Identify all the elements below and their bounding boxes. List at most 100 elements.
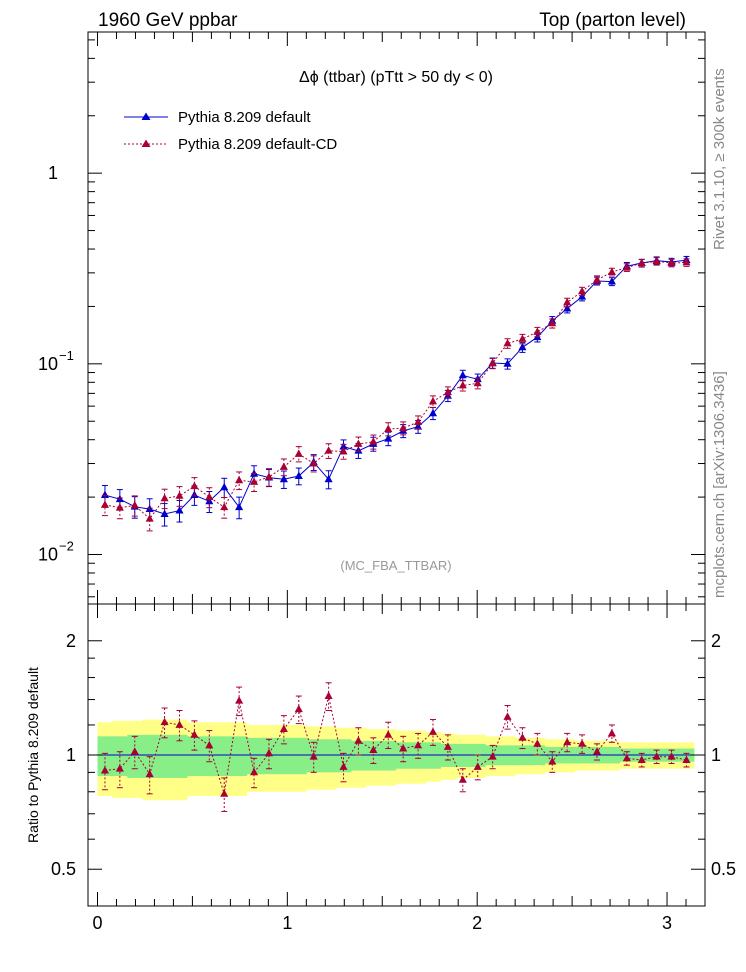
ratio-band-green bbox=[276, 737, 292, 775]
data-point-default bbox=[160, 509, 169, 517]
ratio-point-cd bbox=[548, 757, 557, 765]
ratio-band-green bbox=[380, 740, 397, 771]
ratio-y-tick-label: 1 bbox=[66, 745, 76, 765]
data-point-default bbox=[503, 359, 512, 367]
data-point-default bbox=[563, 304, 572, 312]
data-point-cd bbox=[324, 446, 333, 454]
data-point-cd bbox=[563, 297, 572, 306]
ratio-point-cd bbox=[473, 762, 482, 770]
data-point-cd bbox=[264, 472, 274, 480]
data-point-cd bbox=[592, 275, 602, 283]
data-point-cd bbox=[384, 424, 393, 432]
data-point-cd bbox=[652, 256, 661, 265]
data-point-cd bbox=[518, 334, 527, 342]
series-line-cd bbox=[104, 260, 687, 520]
ratio-band-green bbox=[216, 736, 233, 777]
data-point-cd bbox=[607, 267, 616, 275]
data-point-cd bbox=[145, 514, 154, 522]
data-point-cd bbox=[399, 423, 408, 432]
data-point-cd bbox=[190, 481, 199, 490]
data-point-cd bbox=[533, 327, 542, 335]
main-plot-marks bbox=[100, 255, 691, 532]
y-tick-label-exponent: −1 bbox=[59, 348, 74, 363]
ratio-point-cd bbox=[130, 747, 139, 755]
data-point-cd bbox=[369, 437, 378, 445]
data-point-default bbox=[607, 277, 616, 285]
main-axes: 10 −210 −11 bbox=[38, 32, 706, 604]
data-point-default bbox=[324, 474, 333, 483]
data-point-cd bbox=[503, 338, 512, 347]
ratio-y-tick-label-right: 2 bbox=[711, 631, 721, 651]
data-point-cd bbox=[548, 318, 557, 327]
ratio-point-cd bbox=[578, 739, 587, 747]
x-tick-label: 2 bbox=[472, 913, 482, 933]
ratio-point-cd bbox=[637, 755, 646, 763]
ratio-point-cd bbox=[354, 736, 363, 744]
ratio-point-cd bbox=[369, 745, 378, 754]
ratio-point-cd bbox=[682, 755, 691, 763]
data-point-default bbox=[175, 506, 184, 514]
data-point-cd bbox=[220, 502, 229, 511]
data-point-cd bbox=[622, 263, 631, 271]
rivet-version-label: Rivet 3.1.10, ≥ 300k events bbox=[711, 68, 728, 250]
ratio-point-cd bbox=[100, 766, 110, 774]
ratio-band-green bbox=[172, 734, 188, 778]
data-point-default bbox=[518, 342, 527, 351]
ratio-band-green bbox=[246, 737, 263, 775]
data-point-cd bbox=[100, 500, 110, 508]
ratio-band-green bbox=[157, 734, 173, 778]
x-tick-label: 1 bbox=[282, 913, 292, 933]
data-point-default bbox=[294, 471, 303, 479]
data-point-cd bbox=[473, 378, 482, 387]
data-point-cd bbox=[354, 439, 363, 447]
ratio-point-cd bbox=[264, 748, 274, 757]
ratio-point-cd bbox=[652, 752, 661, 760]
ratio-point-cd bbox=[175, 720, 184, 728]
data-point-cd bbox=[339, 446, 348, 455]
legend-label-cd: Pythia 8.209 default-CD bbox=[178, 136, 337, 153]
data-point-cd bbox=[250, 477, 259, 485]
legend-marker-cd bbox=[141, 139, 151, 147]
ratio-point-cd bbox=[622, 753, 631, 762]
ratio-band-green bbox=[231, 736, 248, 777]
ratio-y-tick-label: 0.5 bbox=[51, 859, 76, 879]
ratio-y-axis-label: Ratio to Pythia 8.209 default bbox=[25, 667, 41, 843]
ratio-band-green bbox=[336, 739, 352, 773]
ratio-y-tick-label: 2 bbox=[66, 631, 76, 651]
plot-title: Δϕ (ttbar) (pTtt > 50 dy < 0) bbox=[299, 69, 493, 86]
series-line-default bbox=[104, 259, 687, 515]
ratio-point-cd bbox=[250, 767, 259, 776]
y-tick-label: 1 bbox=[48, 163, 58, 183]
ratio-band-green bbox=[395, 742, 412, 769]
ratio-point-cd bbox=[160, 717, 169, 726]
ratio-point-cd bbox=[279, 724, 288, 733]
data-point-cd bbox=[578, 286, 587, 295]
data-point-cd bbox=[294, 449, 303, 457]
ratio-point-cd bbox=[384, 730, 393, 738]
data-point-cd bbox=[160, 493, 169, 502]
data-point-cd bbox=[309, 459, 318, 467]
ratio-point-cd bbox=[145, 769, 154, 778]
main-panel: 10 −210 −11 Δϕ (ttbar) (pTtt > 50 dy < 0) … bbox=[38, 31, 706, 605]
ratio-point-cd bbox=[324, 691, 333, 699]
data-point-default bbox=[100, 490, 110, 498]
data-point-default bbox=[428, 408, 438, 417]
ratio-band-green bbox=[425, 742, 441, 769]
ratio-plot-marks bbox=[88, 682, 705, 812]
ratio-line-cd bbox=[104, 695, 687, 794]
data-point-cd bbox=[205, 492, 214, 501]
data-point-cd bbox=[414, 417, 423, 425]
data-point-cd bbox=[458, 380, 467, 389]
ratio-point-cd bbox=[235, 696, 244, 704]
data-point-cd bbox=[235, 475, 244, 484]
data-point-cd bbox=[488, 358, 497, 367]
ratio-band-green bbox=[186, 736, 203, 777]
ratio-point-cd bbox=[294, 704, 303, 713]
ratio-panel: 0 1 2 3 0.5 0.5 1 1 2 2 Ratio to Pythia 8.209 def… bbox=[25, 603, 736, 933]
data-point-cd bbox=[175, 491, 184, 499]
ratio-point-cd bbox=[190, 730, 199, 738]
ratio-point-cd bbox=[563, 737, 572, 746]
ratio-point-cd bbox=[458, 775, 467, 783]
ratio-point-cd bbox=[503, 712, 512, 720]
